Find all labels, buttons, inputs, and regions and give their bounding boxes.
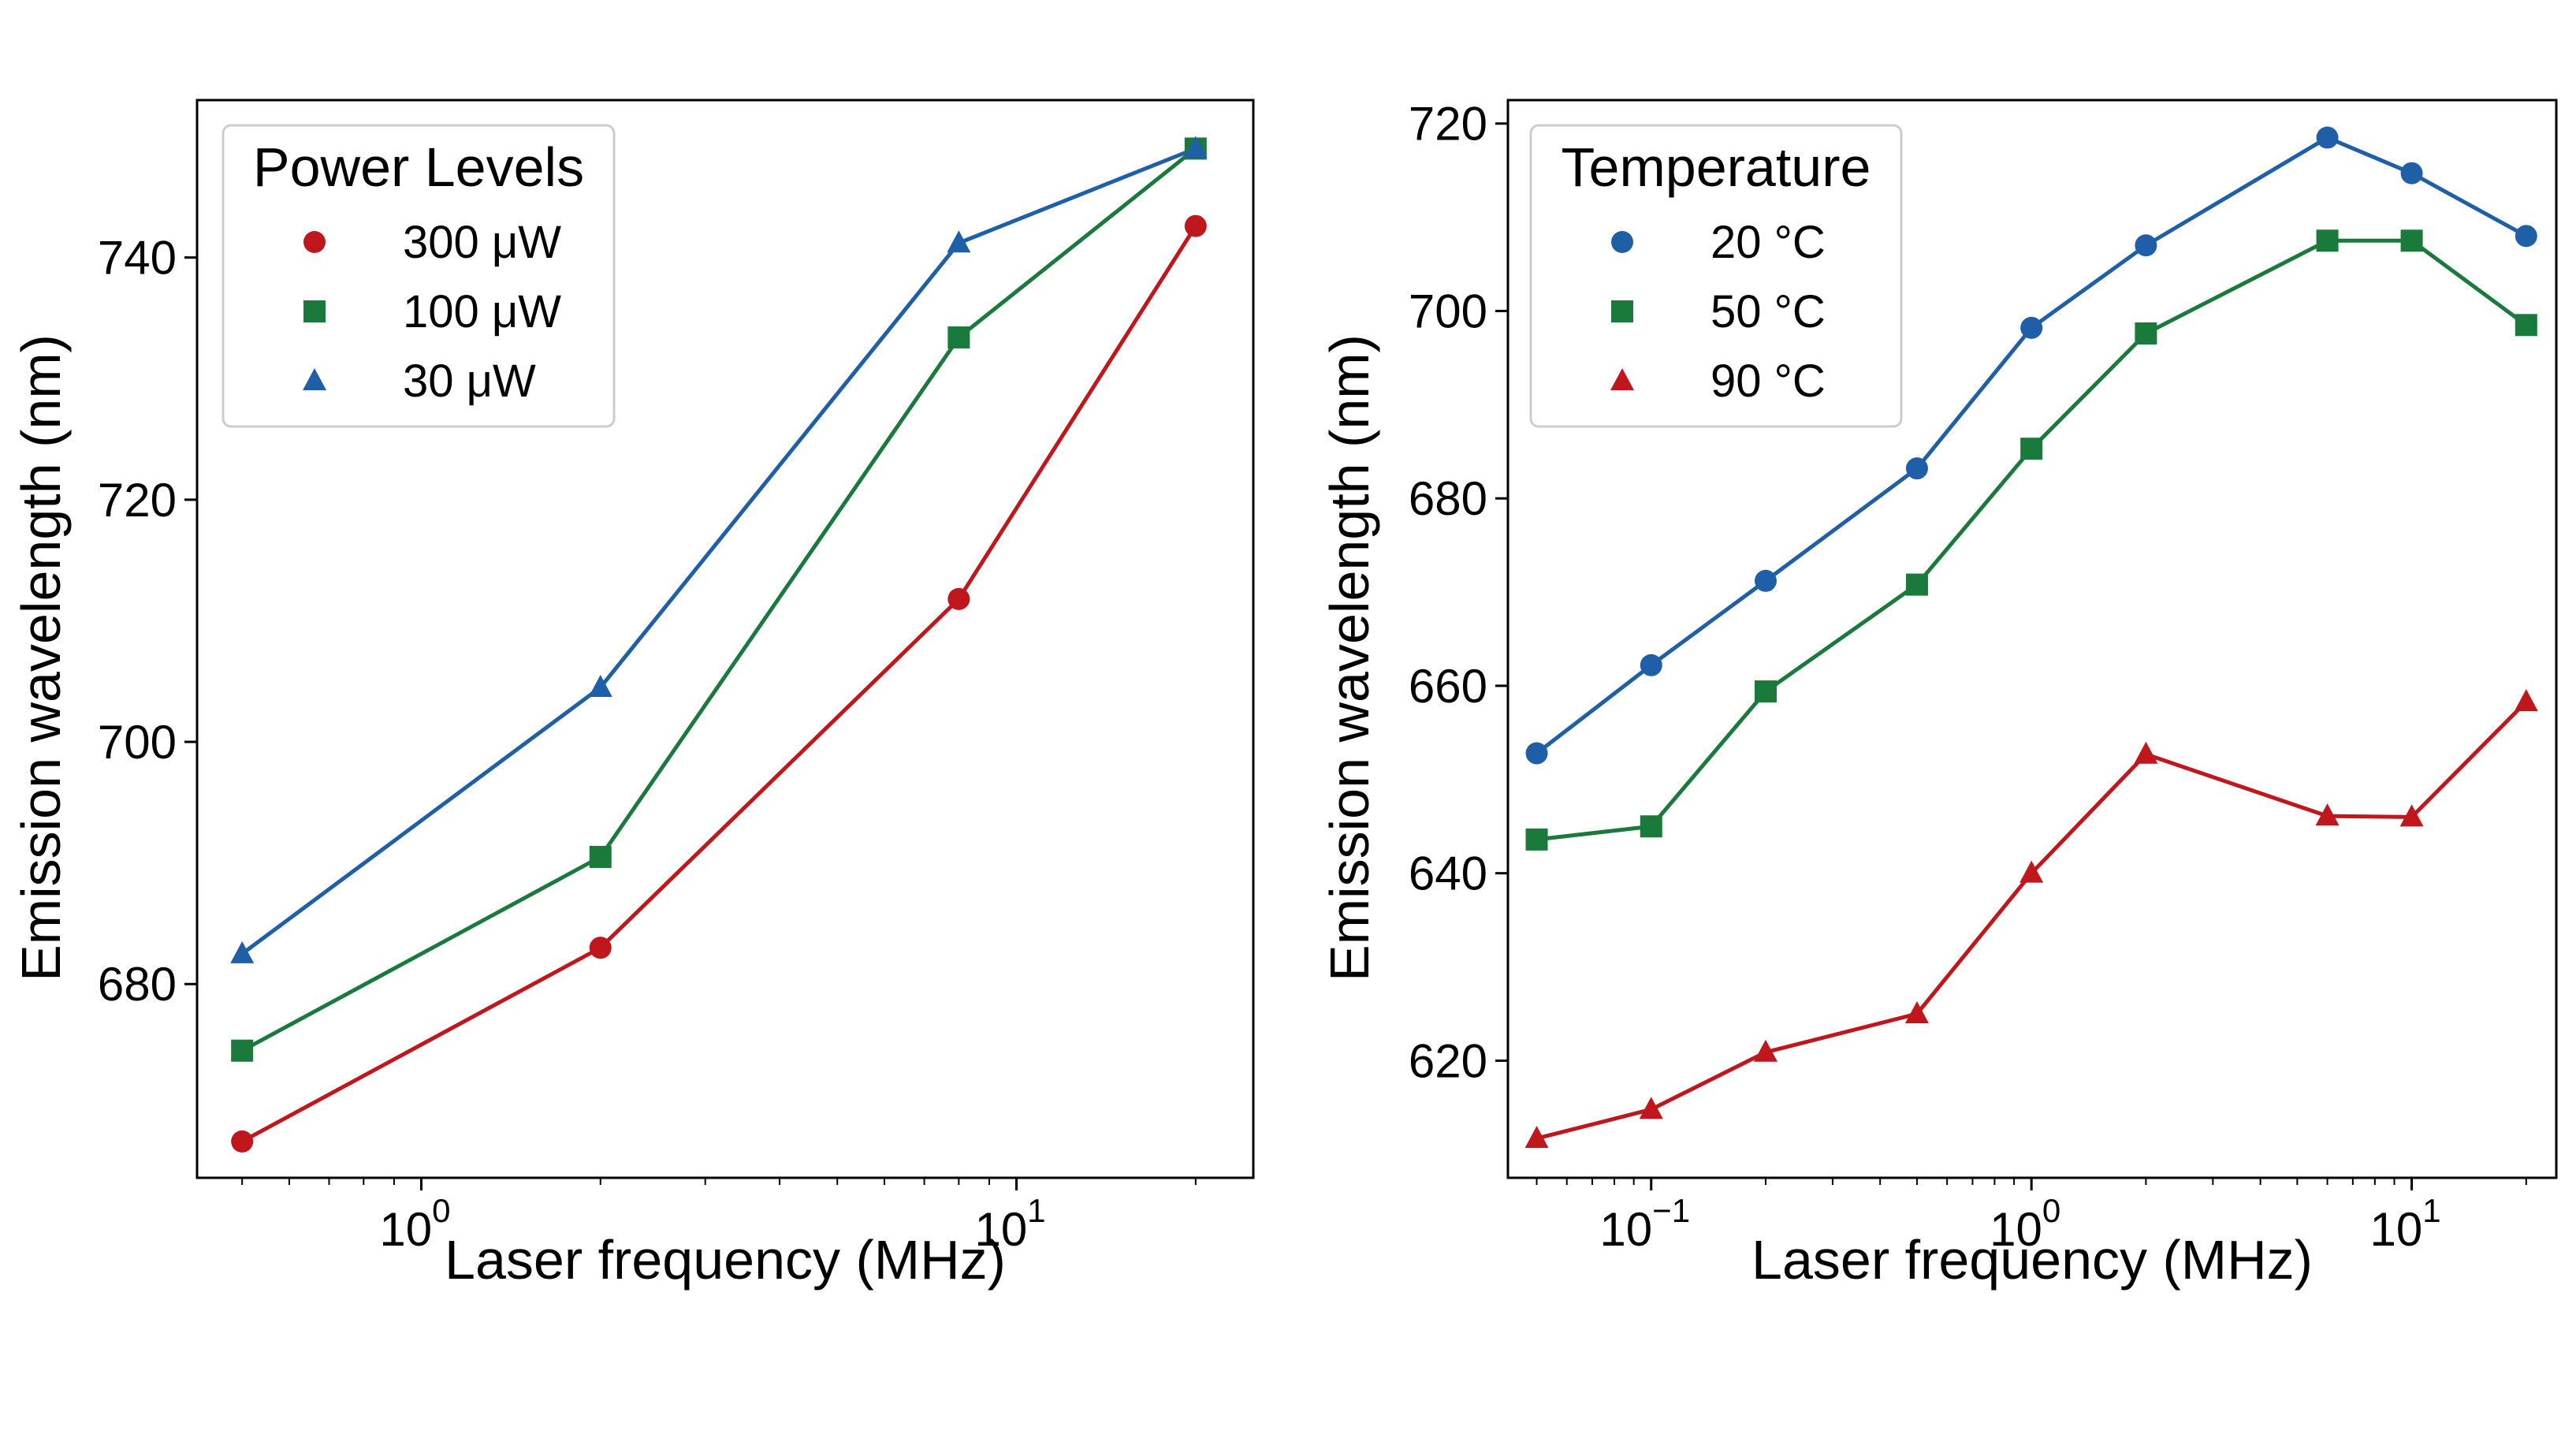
series-line	[240, 147, 1197, 955]
data-point	[2400, 229, 2423, 252]
y-tick-label: 720	[1409, 98, 1487, 151]
data-point	[1639, 1097, 1663, 1119]
data-point	[231, 1039, 254, 1062]
y-tick-label: 700	[1409, 285, 1487, 337]
y-tick-label: 660	[1409, 660, 1487, 713]
legend-entry-label: 50 °C	[1711, 286, 1826, 337]
data-point	[231, 1130, 254, 1153]
data-point	[2019, 860, 2044, 883]
y-tick-label: 720	[98, 474, 177, 527]
legend-box	[1529, 124, 1903, 428]
right-chart-panel: 10−1 100 101 620 640 660 680 700 720 Laser freque…	[1319, 98, 2558, 1291]
data-point	[2515, 225, 2537, 248]
data-point	[2515, 314, 2537, 337]
y-tick-label: 680	[98, 958, 177, 1011]
data-point	[947, 326, 970, 349]
data-point	[1753, 1039, 1778, 1062]
series-line	[240, 147, 1197, 1052]
legend-entry-label: 90 °C	[1711, 356, 1826, 407]
data-point	[2135, 322, 2157, 345]
legend-box	[221, 124, 616, 428]
legend: Power Levels 300 μW 100 μW 30 μW	[221, 124, 616, 428]
legend-marker	[1611, 231, 1633, 253]
legend-marker	[303, 300, 326, 322]
legend-entry-label: 300 μW	[403, 217, 561, 268]
data-point	[1904, 1000, 1929, 1023]
data-point	[2315, 803, 2340, 826]
legend: Temperature 20 °C 50 °C 90 °C	[1529, 124, 1903, 428]
y-axis-label: Emission wavelength (nm)	[10, 334, 72, 982]
legend-entry-label: 30 μW	[403, 356, 536, 407]
x-tick-label: 100	[1990, 1192, 2060, 1256]
y-axis-label: Emission wavelength (nm)	[1319, 334, 1380, 982]
legend-marker	[1610, 368, 1634, 390]
legend-entry-label: 100 μW	[403, 286, 561, 337]
data-point	[589, 845, 612, 868]
legend-marker	[303, 368, 326, 390]
legend-marker	[303, 231, 326, 253]
x-tick-label: 101	[974, 1192, 1045, 1256]
data-point	[2020, 316, 2043, 339]
x-axis-label: Laser frequency (MHz)	[1751, 1229, 2313, 1291]
x-tick-label: 101	[2370, 1192, 2441, 1256]
plot-frame	[195, 99, 1255, 1179]
data-point	[1183, 136, 1208, 158]
legend-marker	[1611, 300, 1633, 322]
data-point	[947, 230, 971, 253]
data-point	[588, 674, 612, 697]
x-axis-label: Laser frequency (MHz)	[445, 1229, 1006, 1291]
x-tick-label: 100	[379, 1192, 450, 1256]
legend-entry-label: 20 °C	[1711, 217, 1826, 268]
y-tick-label: 700	[98, 716, 177, 769]
y-tick-label: 640	[1409, 847, 1487, 900]
y-tick-label: 740	[98, 232, 177, 285]
data-point	[1905, 457, 1928, 480]
data-point	[1754, 569, 1777, 592]
data-point	[589, 937, 612, 959]
data-point	[1905, 573, 1928, 596]
data-point	[1525, 742, 1548, 765]
data-point	[2316, 229, 2339, 252]
data-point	[1524, 1126, 1549, 1149]
y-tick-label: 620	[1409, 1034, 1487, 1087]
data-point	[2134, 741, 2158, 764]
data-point	[2514, 689, 2538, 712]
series-line	[1536, 700, 2528, 1141]
data-point	[1640, 815, 1662, 838]
data-point	[2135, 234, 2157, 257]
plot-frame	[1506, 99, 2558, 1179]
data-point	[1754, 680, 1777, 703]
y-tick-label: 680	[1409, 472, 1487, 525]
legend-title: Power Levels	[253, 136, 584, 198]
legend-title: Temperature	[1562, 136, 1871, 198]
series-line	[240, 225, 1197, 1144]
data-point	[1525, 828, 1548, 851]
data-point	[230, 941, 255, 963]
data-point	[2316, 126, 2339, 149]
left-chart-panel: 100 101 680 700 720 740 Laser frequency (MHz) E…	[10, 99, 1255, 1291]
data-point	[2400, 162, 2423, 184]
data-point	[2020, 438, 2043, 460]
data-point	[1640, 654, 1662, 676]
x-tick-label: 10−1	[1599, 1192, 1690, 1256]
data-point	[1184, 214, 1207, 237]
data-point	[947, 587, 970, 610]
data-point	[2399, 804, 2424, 827]
